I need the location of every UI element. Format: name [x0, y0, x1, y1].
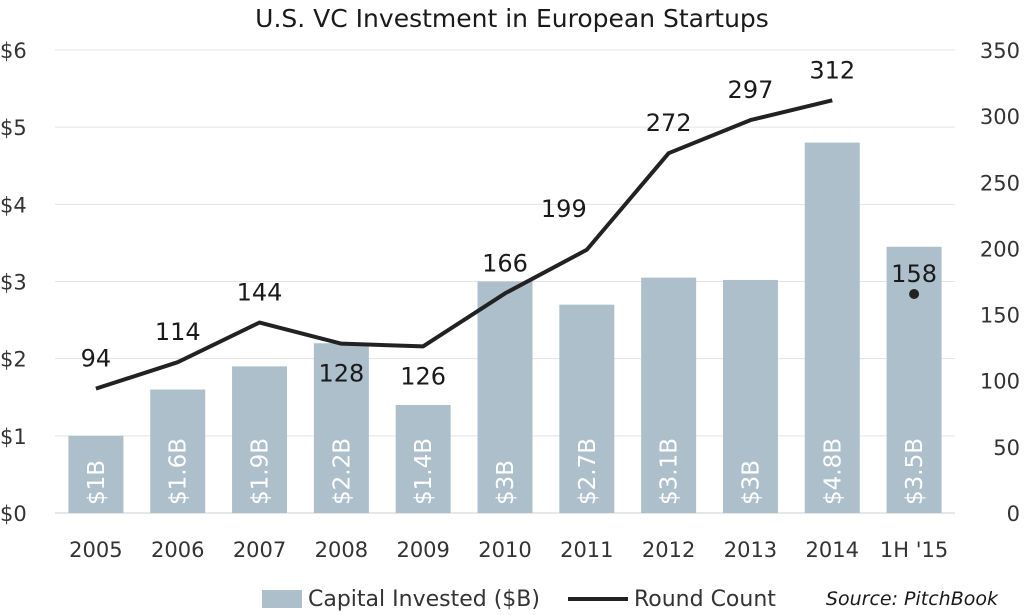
- y-left-tick-label: $5: [0, 116, 27, 140]
- x-tick-label: 2013: [724, 538, 777, 562]
- chart-title: U.S. VC Investment in European Startups: [255, 4, 769, 33]
- bar-value-label: $3.5B: [902, 438, 928, 505]
- axis-labels: $0 $1 $2 $3 $4 $5 $6 0 50 100 150 200 250 300 350 2005 2…: [0, 39, 1020, 562]
- x-tick-label: 2010: [478, 538, 531, 562]
- round-count-label: 166: [482, 249, 528, 277]
- y-right-tick-label: 300: [980, 105, 1020, 129]
- bar: [477, 281, 533, 513]
- round-count-line: [95, 98, 920, 391]
- round-count-label: 126: [400, 362, 446, 390]
- bar-value-label: $2.7B: [575, 438, 601, 505]
- legend-swatch-capital: [262, 590, 302, 608]
- bar: [641, 277, 697, 513]
- bar: [313, 343, 369, 513]
- bar-value-label: $3B: [493, 460, 519, 505]
- bar-value-label: $3B: [738, 460, 764, 505]
- bar: [559, 304, 615, 513]
- round-count-polyline: [95, 98, 833, 391]
- round-count-label: 297: [728, 76, 774, 104]
- y-right-tick-label: 50: [993, 436, 1020, 460]
- x-tick-label: 1H '15: [880, 538, 948, 562]
- y-left-tick-label: $1: [0, 425, 27, 449]
- x-tick-label: 2007: [233, 538, 286, 562]
- legend-item-rounds: Round Count: [567, 586, 776, 612]
- legend-item-capital: Capital Invested ($B): [262, 587, 540, 612]
- y-left-tick-label: $2: [0, 348, 27, 372]
- x-tick-label: 2005: [69, 538, 122, 562]
- y-right-tick-label: 100: [980, 370, 1020, 394]
- round-count-label: 144: [237, 279, 283, 307]
- y-right-tick-label: 200: [980, 237, 1020, 261]
- bar-value-label: $1B: [84, 460, 110, 505]
- bar: [722, 279, 778, 513]
- bar: [68, 435, 124, 513]
- round-count-label: 114: [155, 318, 201, 346]
- y-right-tick-label: 350: [980, 39, 1020, 63]
- bar-value-label: $1.9B: [248, 438, 274, 505]
- data-labels: $1B $1.6B $1.9B $2.2B $1.4B $3B $2.7B $3.1B $3B $…: [81, 56, 937, 505]
- y-left-tick-label: $6: [0, 39, 27, 63]
- source-note: Source: PitchBook: [825, 588, 998, 610]
- x-tick-label: 2006: [151, 538, 204, 562]
- y-left-tick-label: $4: [0, 193, 27, 217]
- round-count-point: [909, 288, 920, 299]
- y-right-tick-label: 0: [1007, 502, 1020, 526]
- x-tick-label: 2012: [642, 538, 695, 562]
- x-tick-label: 2014: [806, 538, 859, 562]
- y-left-tick-label: $3: [0, 271, 27, 295]
- bar: [150, 389, 206, 513]
- round-count-label: 158: [891, 260, 937, 288]
- round-count-label: 312: [809, 56, 855, 84]
- legend-label-rounds: Round Count: [633, 586, 776, 612]
- legend-swatch-rounds: [567, 597, 628, 601]
- bar: [395, 404, 451, 513]
- round-count-label: 272: [646, 109, 692, 137]
- bar-value-label: $4.8B: [820, 438, 846, 505]
- bar: [232, 366, 288, 513]
- round-count-label: 199: [541, 195, 587, 223]
- x-tick-label: 2009: [396, 538, 449, 562]
- round-count-label: 94: [81, 345, 112, 373]
- y-right-tick-label: 250: [980, 171, 1020, 195]
- legend: Capital Invested ($B) Round Count: [262, 585, 776, 613]
- bar: [804, 142, 860, 513]
- bar-value-label: $2.2B: [329, 438, 355, 505]
- bar-value-label: $1.4B: [411, 438, 437, 505]
- bar-value-label: $1.6B: [166, 438, 192, 505]
- y-right-tick-label: 150: [980, 304, 1020, 328]
- x-tick-label: 2008: [315, 538, 368, 562]
- legend-label-capital: Capital Invested ($B): [308, 586, 540, 612]
- round-count-label: 128: [318, 360, 364, 388]
- x-tick-label: 2011: [560, 538, 613, 562]
- bar-value-label: $3.1B: [657, 438, 683, 505]
- capital-bars: [68, 142, 942, 513]
- y-left-tick-label: $0: [0, 502, 27, 526]
